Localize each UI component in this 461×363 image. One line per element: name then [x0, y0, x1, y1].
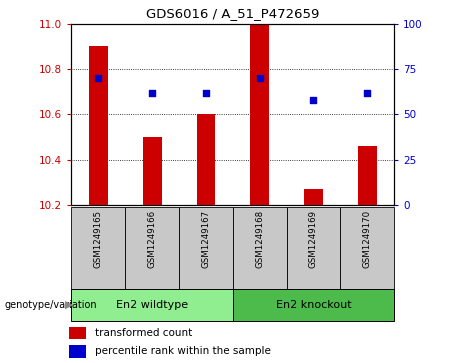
Bar: [71, 207, 125, 289]
Point: [364, 90, 371, 95]
Bar: [304, 189, 323, 205]
Bar: [287, 207, 340, 289]
Bar: [358, 146, 377, 205]
Bar: [233, 207, 287, 289]
Text: genotype/variation: genotype/variation: [5, 300, 97, 310]
Bar: [179, 207, 233, 289]
Bar: [69, 345, 86, 358]
Text: GSM1249170: GSM1249170: [363, 210, 372, 268]
Text: En2 wildtype: En2 wildtype: [116, 300, 188, 310]
Text: GSM1249166: GSM1249166: [148, 210, 157, 268]
Point: [256, 75, 263, 81]
Bar: [233, 289, 394, 321]
Bar: [196, 114, 215, 205]
Point: [148, 90, 156, 95]
Text: En2 knockout: En2 knockout: [276, 300, 351, 310]
Bar: [125, 207, 179, 289]
Text: ▶: ▶: [65, 300, 74, 310]
Bar: [143, 137, 161, 205]
Bar: [250, 24, 269, 205]
Point: [310, 97, 317, 103]
Text: GSM1249168: GSM1249168: [255, 210, 264, 268]
Text: transformed count: transformed count: [95, 328, 192, 338]
Bar: [69, 327, 86, 339]
Text: GSM1249169: GSM1249169: [309, 210, 318, 268]
Bar: [340, 207, 394, 289]
Bar: [89, 46, 108, 205]
Text: GSM1249167: GSM1249167: [201, 210, 210, 268]
Text: GSM1249165: GSM1249165: [94, 210, 103, 268]
Point: [202, 90, 210, 95]
Bar: [71, 289, 233, 321]
Title: GDS6016 / A_51_P472659: GDS6016 / A_51_P472659: [146, 7, 319, 20]
Text: percentile rank within the sample: percentile rank within the sample: [95, 346, 271, 356]
Point: [95, 75, 102, 81]
